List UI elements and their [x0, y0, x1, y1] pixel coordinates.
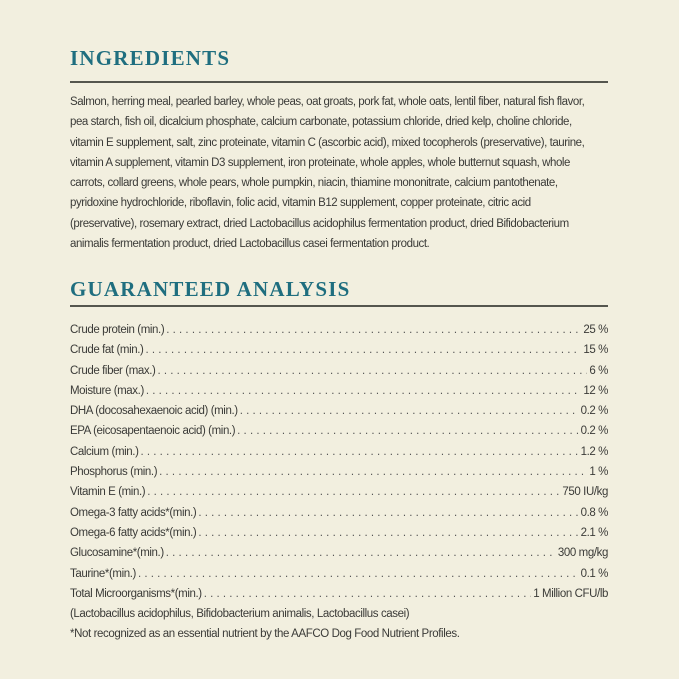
nutrient-value: 0.1 % [580, 567, 609, 580]
ingredients-line: vitamin A supplement, vitamin D3 supplem… [70, 156, 570, 169]
dot-leader [237, 421, 578, 441]
nutrient-value: 0.8 % [580, 506, 609, 519]
nutrient-label: DHA (docosahexaenoic acid) (min.) [70, 405, 238, 418]
dot-leader [138, 564, 579, 584]
footnote: *Not recognized as an essential nutrient… [70, 628, 460, 641]
nutrient-label: Omega-6 fatty acids*(min.) [70, 526, 197, 539]
analysis-row: Omega-6 fatty acids*(min.) 2.1 % [70, 523, 608, 543]
dot-leader [198, 523, 578, 543]
analysis-heading: GUARANTEED ANALYSIS [70, 277, 351, 301]
nutrient-value: 300 mg/kg [557, 547, 609, 560]
nutrient-value: 15 % [583, 344, 608, 357]
analysis-row: EPA (eicosapentaenoic acid) (min.) 0.2 % [70, 421, 608, 441]
nutrient-value: 6 % [589, 364, 608, 377]
nutrient-label: Crude protein (min.) [70, 324, 165, 336]
nutrient-value: 12 % [583, 384, 608, 397]
ingredients-line: (preservative), rosemary extract, dried … [70, 217, 569, 230]
nutrient-label: Crude fiber (max.) [70, 364, 156, 377]
ingredients-line: carrots, collard greens, whole pears, wh… [70, 177, 558, 190]
analysis-row: Omega-3 fatty acids*(min.) 0.8 % [70, 503, 608, 523]
nutrient-value: 2.1 % [580, 526, 609, 539]
analysis-row: Crude protein (min.) 25 % [70, 320, 608, 340]
ingredients-line: Salmon, herring meal, pearled barley, wh… [70, 96, 585, 108]
nutrient-label: EPA (eicosapentaenoic acid) (min.) [70, 425, 236, 438]
nutrient-value: 1 Million CFU/lb [533, 587, 608, 600]
analysis-table: Crude protein (min.) 25 % Crude fat (min.)… [70, 320, 608, 645]
dot-leader [198, 503, 578, 523]
dot-leader [157, 361, 587, 381]
analysis-row: Total Microorganisms*(min.) 1 Million CFU… [70, 584, 608, 604]
dot-leader [240, 401, 579, 421]
nutrient-label: Omega-3 fatty acids*(min.) [70, 506, 197, 519]
analysis-row: Taurine*(min.) 0.1 % [70, 564, 608, 584]
analysis-row: Phosphorus (min.) 1 % [70, 462, 608, 482]
nutrient-label: Phosphorus (min.) [70, 466, 158, 479]
analysis-row: Vitamin E (min.) 750 IU/kg [70, 482, 608, 502]
dot-leader [166, 543, 556, 563]
ingredients-list: Salmon, herring meal, pearled barley, wh… [70, 92, 615, 254]
nutrient-label: Crude fat (min.) [70, 344, 144, 357]
nutrient-value: 0.2 % [580, 405, 609, 418]
nutrient-value: 1 % [589, 466, 608, 479]
analysis-row: Calcium (min.) 1.2 % [70, 442, 608, 462]
analysis-divider [70, 305, 608, 307]
dot-leader [145, 340, 581, 360]
ingredients-line: pyridoxine hydrochloride, riboflavin, fo… [70, 197, 531, 210]
ingredients-heading: INGREDIENTS [70, 46, 231, 70]
dot-leader [204, 584, 532, 604]
nutrient-label: Vitamin E (min.) [70, 486, 146, 499]
dot-leader [166, 320, 581, 340]
analysis-row: Crude fat (min.) 15 % [70, 340, 608, 360]
analysis-row: DHA (docosahexaenoic acid) (min.) 0.2 % [70, 401, 608, 421]
analysis-row: Moisture (max.) 12 % [70, 381, 608, 401]
dot-leader [147, 482, 560, 502]
nutrient-value: 25 % [583, 324, 608, 336]
ingredients-line: vitamin E supplement, salt, zinc protein… [70, 136, 585, 149]
nutrient-label: Moisture (max.) [70, 384, 144, 397]
ingredients-line: animalis fermentation product, dried Lac… [70, 238, 430, 251]
dot-leader [159, 462, 587, 482]
nutrient-value: 0.2 % [580, 425, 609, 438]
dot-leader [146, 381, 582, 401]
analysis-row: Crude fiber (max.) 6 % [70, 361, 608, 381]
nutrient-value: 750 IU/kg [562, 486, 608, 499]
nutrient-value: 1.2 % [580, 445, 609, 458]
nutrient-label: Total Microorganisms*(min.) [70, 587, 202, 600]
nutrient-label: Calcium (min.) [70, 445, 139, 458]
analysis-row: Glucosamine*(min.) 300 mg/kg [70, 543, 608, 563]
microorganisms-note: (Lactobacillus acidophilus, Bifidobacter… [70, 608, 410, 621]
ingredients-divider [70, 81, 608, 83]
nutrient-label: Taurine*(min.) [70, 567, 136, 580]
dot-leader [141, 442, 579, 462]
nutrient-label: Glucosamine*(min.) [70, 547, 164, 560]
ingredients-line: pea starch, fish oil, dicalcium phosphat… [70, 116, 572, 129]
